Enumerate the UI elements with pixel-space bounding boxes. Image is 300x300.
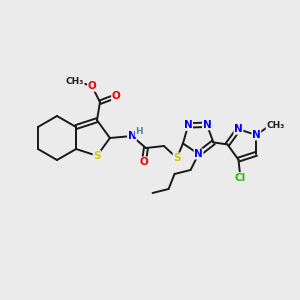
Text: O: O (140, 157, 148, 167)
Text: N: N (252, 130, 261, 140)
Text: O: O (112, 91, 120, 101)
Text: N: N (202, 120, 211, 130)
Text: N: N (184, 120, 193, 130)
Text: Cl: Cl (235, 172, 246, 183)
Text: S: S (173, 153, 181, 163)
Text: H: H (135, 128, 143, 136)
Text: O: O (88, 81, 96, 91)
Text: CH₃: CH₃ (66, 77, 84, 86)
Text: N: N (194, 149, 203, 159)
Text: S: S (93, 151, 101, 161)
Text: CH₃: CH₃ (266, 121, 284, 130)
Text: N: N (234, 124, 243, 134)
Text: N: N (128, 131, 136, 141)
